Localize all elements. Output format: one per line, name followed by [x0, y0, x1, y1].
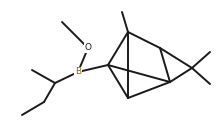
Text: O: O — [85, 44, 91, 52]
Text: B: B — [75, 67, 81, 76]
